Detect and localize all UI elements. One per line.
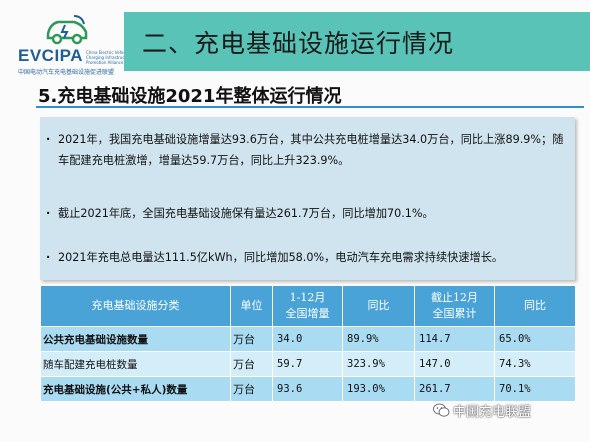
row-total: 114.7	[414, 326, 495, 352]
wechat-icon	[433, 403, 450, 417]
table-header-row: 充电基础设施分类 单位 1-12月 全国增量 同比 截止12月 全国累计 同比	[40, 285, 576, 327]
header-yoy-cumulative: 同比	[494, 285, 576, 327]
bullet-item: · 截止2021年底，全国充电基础设施保有量达261.7万台，同比增加70.1%…	[46, 203, 570, 224]
section-title: 二、充电基础设施运行情况	[142, 29, 455, 58]
header-cumulative: 截止12月 全国累计	[414, 285, 495, 327]
row-name: 随车配建充电桩数量	[40, 351, 231, 377]
logo-wordmark: EVCIPA	[18, 46, 84, 65]
header-annual-increase: 1-12月 全国增量	[272, 285, 343, 327]
row-yoy1: 193.0%	[342, 376, 415, 402]
table-row: 随车配建充电桩数量 万台 59.7 323.9% 147.0 74.3%	[40, 351, 576, 377]
row-increase: 34.0	[272, 326, 343, 352]
row-yoy1: 323.9%	[342, 351, 415, 377]
title-band: 二、充电基础设施运行情况	[124, 12, 590, 71]
row-yoy2: 70.1%	[494, 376, 576, 402]
row-increase: 93.6	[272, 376, 343, 402]
bullet-dot: ·	[46, 207, 51, 220]
table-row: 充电基础设施(公共+私人)数量 万台 93.6 193.0% 261.7 70.…	[40, 376, 576, 402]
header-period-line1: 1-12月	[289, 291, 326, 304]
header-cum-line2: 全国累计	[432, 307, 477, 320]
header-period-line2: 全国增量	[285, 307, 330, 320]
row-yoy1: 89.9%	[342, 326, 415, 352]
header-cum-line1: 截止12月	[431, 291, 478, 304]
row-increase: 59.7	[272, 351, 343, 377]
bullet-item: · 2021年充电总电量达111.5亿kWh，同比增加58.0%，电动汽车充电需…	[46, 247, 570, 268]
slide-subtitle: 5.充电基础设施2021年整体运行情况	[38, 86, 342, 107]
subtitle-underline	[36, 106, 584, 108]
logo-english-name: China Electric Vehicle Charging Infrastr…	[86, 50, 133, 65]
bullet-text: 2021年，我国充电基础设施增量达93.6万台，其中公共充电桩增量达34.0万台…	[58, 133, 564, 167]
watermark: 中国充电联盟	[433, 401, 532, 423]
row-unit: 万台	[230, 376, 273, 402]
header-unit: 单位	[230, 285, 273, 327]
table-row: 公共充电基础设施数量 万台 34.0 89.9% 114.7 65.0%	[40, 326, 576, 352]
row-unit: 万台	[230, 326, 273, 352]
row-name: 充电基础设施(公共+私人)数量	[40, 376, 231, 402]
header-category: 充电基础设施分类	[40, 285, 231, 327]
row-name: 公共充电基础设施数量	[40, 326, 231, 352]
row-unit: 万台	[230, 351, 273, 377]
row-total: 147.0	[414, 351, 495, 377]
bullet-panel: · 2021年，我国充电基础设施增量达93.6万台，其中公共充电桩增量达34.0…	[40, 117, 575, 280]
logo-chinese-name: 中国电动汽车充电基础设施促进联盟	[18, 69, 115, 76]
bullet-item: · 2021年，我国充电基础设施增量达93.6万台，其中公共充电桩增量达34.0…	[46, 129, 570, 171]
bullet-text: 2021年充电总电量达111.5亿kWh，同比增加58.0%，电动汽车充电需求持…	[58, 251, 504, 264]
car-plug-icon	[46, 15, 88, 45]
bullet-dot: ·	[46, 133, 51, 146]
header-yoy-increase: 同比	[342, 285, 415, 327]
evcipa-logo: EVCIPA China Electric Vehicle Charging I…	[18, 12, 133, 76]
row-yoy2: 74.3%	[494, 351, 576, 377]
row-yoy2: 65.0%	[494, 326, 576, 352]
watermark-text: 中国充电联盟	[453, 405, 532, 420]
infrastructure-table: 充电基础设施分类 单位 1-12月 全国增量 同比 截止12月 全国累计 同比 …	[40, 285, 576, 402]
bullet-dot: ·	[46, 251, 51, 264]
row-total: 261.7	[414, 376, 495, 402]
bullet-text: 截止2021年底，全国充电基础设施保有量达261.7万台，同比增加70.1%。	[58, 207, 434, 220]
